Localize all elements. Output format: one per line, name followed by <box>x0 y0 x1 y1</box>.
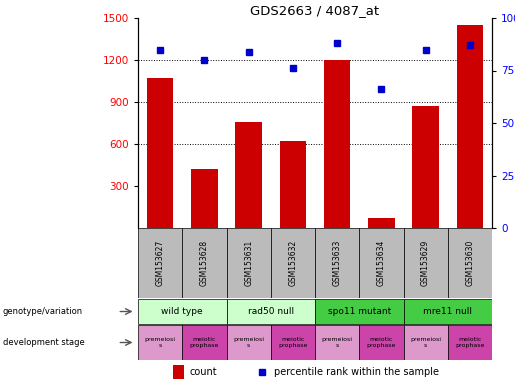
Bar <box>271 228 315 298</box>
Bar <box>403 228 448 298</box>
Text: GSM153631: GSM153631 <box>244 240 253 286</box>
Bar <box>271 325 315 360</box>
Bar <box>403 325 448 360</box>
Bar <box>182 325 227 360</box>
Text: spo11 mutant: spo11 mutant <box>328 307 391 316</box>
Text: meiotic
prophase: meiotic prophase <box>367 337 396 348</box>
Text: rad50 null: rad50 null <box>248 307 294 316</box>
Bar <box>138 228 182 298</box>
Bar <box>227 325 271 360</box>
Bar <box>324 60 350 228</box>
Text: development stage: development stage <box>3 338 84 347</box>
Bar <box>280 141 306 228</box>
Text: meiotic
prophase: meiotic prophase <box>455 337 485 348</box>
Text: GSM153630: GSM153630 <box>466 240 474 286</box>
Bar <box>138 300 227 324</box>
Text: mre11 null: mre11 null <box>423 307 472 316</box>
Bar <box>315 325 359 360</box>
Bar <box>315 228 359 298</box>
Text: GSM153629: GSM153629 <box>421 240 430 286</box>
Text: premeiosi
s: premeiosi s <box>233 337 264 348</box>
Text: GSM153627: GSM153627 <box>156 240 165 286</box>
Text: GSM153632: GSM153632 <box>288 240 297 286</box>
Text: GSM153633: GSM153633 <box>333 240 341 286</box>
Bar <box>413 106 439 228</box>
Bar <box>368 217 394 228</box>
Bar <box>359 228 403 298</box>
Text: premeiosi
s: premeiosi s <box>322 337 353 348</box>
Bar <box>182 228 227 298</box>
Text: meiotic
prophase: meiotic prophase <box>278 337 307 348</box>
Bar <box>174 365 184 379</box>
Bar <box>457 25 483 228</box>
Text: percentile rank within the sample: percentile rank within the sample <box>274 367 439 377</box>
Text: wild type: wild type <box>161 307 203 316</box>
Bar <box>191 169 218 228</box>
Text: count: count <box>190 367 217 377</box>
Text: premeiosi
s: premeiosi s <box>410 337 441 348</box>
Bar <box>227 300 315 324</box>
Bar <box>448 228 492 298</box>
Bar <box>138 325 182 360</box>
Title: GDS2663 / 4087_at: GDS2663 / 4087_at <box>250 4 380 17</box>
Text: premeiosi
s: premeiosi s <box>145 337 176 348</box>
Bar <box>227 228 271 298</box>
Bar <box>315 300 403 324</box>
Text: GSM153634: GSM153634 <box>377 240 386 286</box>
Text: meiotic
prophase: meiotic prophase <box>190 337 219 348</box>
Bar <box>235 122 262 228</box>
Text: GSM153628: GSM153628 <box>200 240 209 286</box>
Bar <box>147 78 174 228</box>
Text: genotype/variation: genotype/variation <box>3 307 83 316</box>
Bar <box>359 325 403 360</box>
Bar <box>403 300 492 324</box>
Bar <box>448 325 492 360</box>
